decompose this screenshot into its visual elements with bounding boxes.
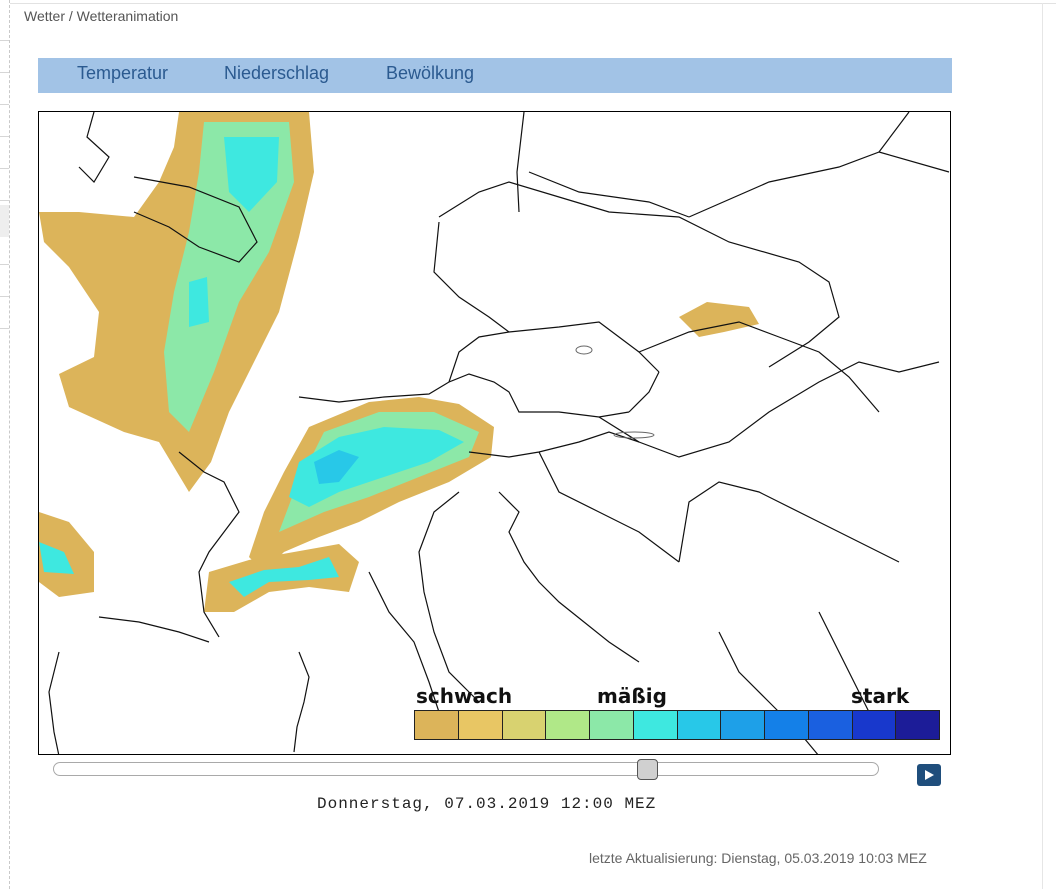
precip-area-east: [679, 302, 759, 337]
lake-balaton: [613, 431, 655, 439]
legend-label-high: stark: [851, 684, 910, 708]
page-right-border: [1042, 3, 1043, 889]
play-icon: [925, 770, 934, 780]
weather-tabs-bar: Temperatur Niederschlag Bewölkung: [38, 58, 952, 93]
legend-swatch-9: [765, 711, 809, 739]
breadcrumb: Wetter / Wetteranimation: [24, 8, 179, 24]
legend-swatch-2: [458, 711, 503, 739]
frame-datetime: Donnerstag, 07.03.2019 12:00 MEZ: [317, 795, 657, 813]
left-gutter-marker: [0, 205, 9, 237]
legend-swatch-4: [546, 711, 590, 739]
precip-area-south-core: [229, 557, 339, 597]
tab-bewoelkung[interactable]: Bewölkung: [386, 63, 475, 83]
page-left-border: [9, 0, 10, 889]
precip-area-coast: [39, 512, 94, 597]
time-slider-handle[interactable]: [637, 759, 658, 780]
precip-area-west-core: [224, 137, 279, 212]
left-gutter-ticks: [0, 40, 9, 360]
legend-swatch-5: [590, 711, 634, 739]
legend-label-mid: mäßig: [597, 684, 667, 708]
legend-swatch-11: [852, 711, 897, 739]
precip-area-west-core2: [189, 277, 209, 327]
tab-temperatur[interactable]: Temperatur: [77, 63, 169, 83]
legend-swatch-3: [502, 711, 547, 739]
legend-swatch-1: [415, 711, 459, 739]
play-button[interactable]: [917, 764, 941, 786]
tab-niederschlag[interactable]: Niederschlag: [224, 63, 330, 83]
legend-swatch-12: [896, 711, 939, 739]
precip-area-coast-core: [39, 542, 74, 574]
precipitation-legend: [414, 710, 940, 740]
legend-swatch-7: [677, 711, 722, 739]
page-top-border: [10, 3, 1056, 4]
last-updated: letzte Aktualisierung: Dienstag, 05.03.2…: [589, 850, 927, 866]
borders: [48, 112, 950, 754]
precip-area-alps-deep: [314, 450, 359, 484]
time-slider-track[interactable]: [53, 762, 879, 776]
legend-swatch-6: [633, 711, 678, 739]
legend-swatch-10: [808, 711, 853, 739]
precipitation-map: schwach mäßig stark: [38, 111, 951, 755]
map-graphic: [39, 112, 950, 754]
legend-label-low: schwach: [416, 684, 513, 708]
precip-area-alps-core: [289, 427, 464, 507]
legend-swatch-8: [721, 711, 765, 739]
precip-area-west-mid: [164, 122, 294, 432]
lake-neusiedl: [575, 345, 593, 355]
